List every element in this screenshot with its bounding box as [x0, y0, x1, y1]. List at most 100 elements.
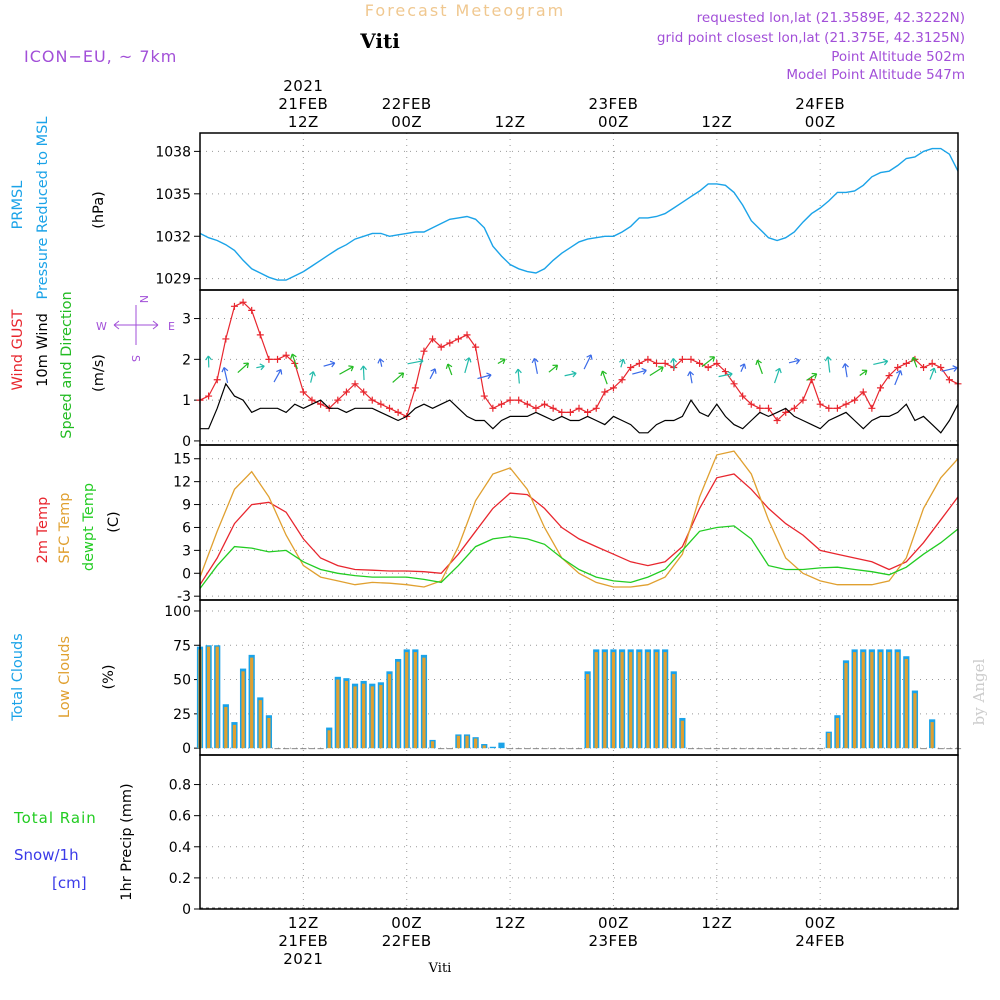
arrow-head: [896, 369, 903, 376]
arrow-head: [687, 371, 695, 377]
clouds-ytick-label: 25: [173, 707, 191, 723]
rain-label: Total Rain: [13, 809, 97, 827]
wind-direction-arrow: [323, 360, 336, 368]
low-cloud-bar: [904, 658, 908, 749]
arrow-shaft: [827, 356, 831, 373]
total-cloud-bar: [498, 742, 505, 749]
pressure-ytick-label: 1038: [155, 144, 191, 160]
low-cloud-bar: [654, 652, 659, 749]
arrow-head: [755, 359, 762, 366]
low-cloud-bar: [620, 652, 624, 749]
wind-ytick-label: 1: [182, 393, 191, 409]
arrow-shaft: [620, 359, 624, 368]
wind-10m-label: 10m Wind: [35, 313, 51, 387]
arrow-shaft: [310, 371, 314, 383]
clouds-ytick-label: 50: [173, 673, 191, 689]
gust-marker: [368, 396, 376, 404]
wind-direction-arrow: [221, 367, 229, 384]
arrow-head: [398, 372, 405, 378]
wind-direction-arrow: [360, 365, 367, 381]
arrow-head: [514, 368, 522, 374]
arrow-shaft: [788, 359, 800, 364]
info-point-altitude: Point Altitude 502m: [831, 49, 965, 65]
clouds-ytick-label: 75: [173, 638, 191, 654]
gust-marker: [937, 364, 945, 371]
model-label: ICON−EU, ~ 7km: [24, 47, 177, 66]
sfc-temp-label: SFC Temp: [57, 493, 73, 564]
gust-marker: [437, 343, 445, 351]
gust-marker: [661, 359, 669, 367]
arrow-head: [309, 371, 316, 377]
low-cloud-bar: [370, 686, 374, 749]
low-cloud-bar: [336, 679, 340, 749]
wind-unit: (m/s): [91, 354, 107, 392]
arrow-head: [586, 354, 593, 360]
top-time-label: 24FEB: [795, 95, 845, 113]
wind-direction-arrow: [773, 367, 782, 384]
gust-marker: [644, 355, 652, 363]
clouds-unit: (%): [101, 664, 117, 689]
low-cloud-bar: [663, 652, 667, 749]
low-cloud-bar: [215, 646, 219, 749]
info-gridpoint: grid point closest lon,lat (21.375E, 42.…: [657, 30, 965, 46]
gust-marker: [515, 396, 523, 404]
arrow-shaft: [672, 358, 675, 370]
low-cloud-bar: [224, 706, 228, 749]
gust-marker: [842, 400, 850, 408]
wind-direction-arrow: [273, 368, 283, 383]
wind-direction-arrow: [514, 368, 522, 384]
low-cloud-bar: [827, 733, 831, 749]
temperature-frame: [199, 444, 959, 601]
wind-direction-arrow: [205, 355, 213, 368]
precip-ytick-label: 0.4: [169, 840, 191, 856]
top-time-label: 22FEB: [382, 95, 432, 113]
gust-marker: [627, 364, 635, 371]
low-clouds-label: Low Clouds: [57, 636, 73, 718]
low-cloud-bar: [422, 657, 426, 749]
gust-marker: [386, 404, 393, 412]
gust-marker: [765, 404, 772, 412]
arrow-head: [348, 365, 354, 372]
gust-marker: [945, 376, 953, 384]
gust-marker: [894, 364, 902, 371]
low-cloud-bar: [887, 652, 891, 749]
gust-marker: [635, 359, 643, 367]
arrow-shaft: [273, 369, 282, 383]
low-cloud-bar: [870, 652, 874, 749]
arrow-shaft: [941, 367, 958, 372]
gust-marker: [601, 388, 609, 396]
low-cloud-bar: [474, 738, 478, 749]
arrow-head: [329, 360, 336, 368]
arrow-head: [360, 365, 367, 371]
gust-marker: [446, 339, 454, 347]
wind-direction-arrow: [806, 372, 818, 381]
wind-direction-arrow: [929, 367, 937, 380]
temp2m-line: [199, 473, 959, 586]
low-cloud-bar: [603, 652, 607, 749]
temperature-ytick-label: 9: [182, 498, 191, 514]
gust-marker: [713, 359, 721, 367]
wind-direction-arrow: [445, 363, 453, 376]
gust-marker: [489, 404, 497, 412]
wind-direction-arrow: [429, 368, 437, 380]
arrow-shaft: [392, 372, 404, 383]
gust-marker: [851, 396, 859, 404]
temp2m-label: 2m Temp: [35, 497, 51, 564]
wind-ytick-label: 0: [182, 434, 191, 450]
gust-marker: [868, 404, 876, 412]
arrow-shaft: [756, 359, 763, 375]
top-time-label: 00Z: [805, 113, 836, 131]
gust-marker: [541, 400, 549, 408]
arrow-head: [775, 367, 782, 374]
low-cloud-bar: [430, 741, 435, 749]
arrow-head: [709, 356, 716, 362]
temperature-ytick-label: 12: [173, 475, 191, 491]
total-cloud-bar: [489, 746, 496, 749]
arrow-shaft: [477, 374, 492, 380]
top-time-label: 00Z: [598, 113, 629, 131]
chart-title: Forecast Meteogram: [365, 1, 565, 20]
wind-direction-arrow: [600, 370, 608, 385]
low-cloud-bar: [241, 671, 245, 749]
arrow-head: [531, 357, 539, 364]
top-time-label: 00Z: [391, 113, 422, 131]
